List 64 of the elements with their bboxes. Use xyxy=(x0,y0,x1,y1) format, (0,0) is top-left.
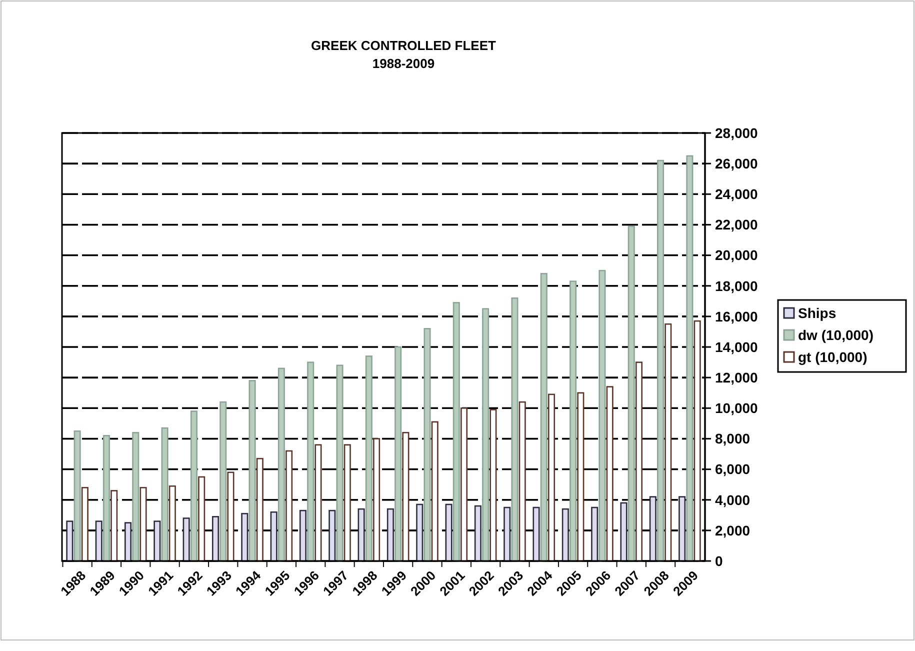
y-tick-label: 24,000 xyxy=(715,186,758,202)
bar xyxy=(212,516,219,562)
legend-label: Ships xyxy=(798,304,836,321)
bar xyxy=(161,427,168,562)
chart-title: GREEK CONTROLLED FLEET xyxy=(311,38,496,53)
bar xyxy=(336,364,344,562)
bar xyxy=(598,270,606,562)
y-tick-label: 18,000 xyxy=(715,278,758,294)
bar xyxy=(657,160,664,562)
bar xyxy=(102,435,110,562)
y-tick-label: 0 xyxy=(715,552,723,569)
bar xyxy=(452,302,460,562)
chart-subtitle: 1988-2009 xyxy=(372,56,435,71)
y-tick-label: 2,000 xyxy=(715,522,750,538)
bar xyxy=(124,522,132,562)
bar xyxy=(307,362,314,562)
bar xyxy=(270,511,278,562)
bar xyxy=(562,508,569,562)
bar xyxy=(540,272,548,562)
bar xyxy=(182,518,190,562)
y-tick-label: 8,000 xyxy=(715,430,750,447)
bar xyxy=(445,504,452,562)
bar xyxy=(74,430,81,562)
y-tick-label: 26,000 xyxy=(715,155,758,172)
bar xyxy=(358,508,365,562)
y-tick-label: 10,000 xyxy=(715,400,758,416)
bar xyxy=(328,510,336,562)
bar xyxy=(299,510,306,562)
bar xyxy=(649,496,656,562)
legend-label: dw (10,000) xyxy=(798,326,874,343)
bar xyxy=(474,505,482,562)
bar xyxy=(248,380,256,562)
y-tick-label: 28,000 xyxy=(715,124,758,141)
bar xyxy=(365,356,372,562)
y-tick-label: 20,000 xyxy=(715,247,758,264)
y-tick-label: 22,000 xyxy=(715,216,758,233)
bar xyxy=(95,520,102,562)
bar xyxy=(532,506,540,562)
bar xyxy=(220,401,227,562)
bar xyxy=(511,297,518,562)
bar xyxy=(482,308,490,562)
bar xyxy=(241,512,248,562)
bar xyxy=(570,280,577,562)
bar xyxy=(591,506,598,562)
bar xyxy=(504,506,511,562)
y-tick-label: 6,000 xyxy=(715,461,750,478)
bar xyxy=(154,520,161,562)
y-tick-label: 16,000 xyxy=(715,308,758,324)
legend-label: gt (10,000) xyxy=(798,348,868,365)
bar xyxy=(394,346,402,562)
bar xyxy=(416,504,424,562)
bar xyxy=(66,520,74,562)
bar xyxy=(686,155,694,562)
bar xyxy=(190,410,198,562)
y-tick-label: 14,000 xyxy=(715,338,758,355)
bar xyxy=(620,502,628,562)
bar xyxy=(386,508,394,562)
y-tick-label: 12,000 xyxy=(715,369,758,386)
y-tick-label: 4,000 xyxy=(715,492,750,508)
bar xyxy=(132,432,140,562)
bar xyxy=(424,328,431,562)
bar xyxy=(678,496,686,562)
bar xyxy=(278,368,285,562)
bar xyxy=(628,226,635,562)
